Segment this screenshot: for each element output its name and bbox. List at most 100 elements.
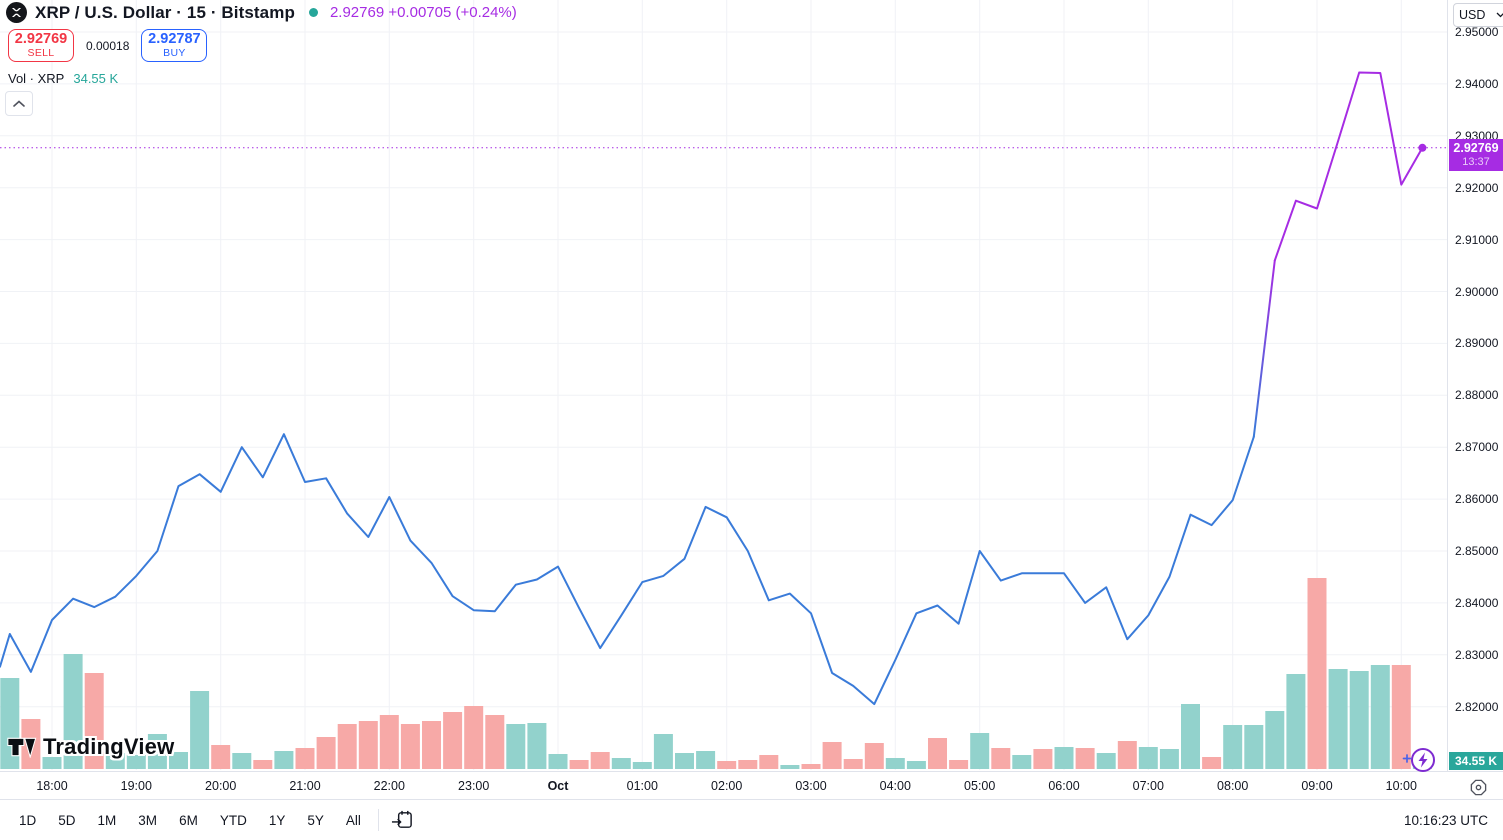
volume-indicator-value: 34.55 K xyxy=(73,71,119,86)
time-axis-label: 19:00 xyxy=(120,779,152,793)
volume-bar xyxy=(970,733,990,769)
volume-bar xyxy=(506,724,526,769)
gear-octagon-icon xyxy=(1470,779,1486,795)
range-button-5d[interactable]: 5D xyxy=(51,809,82,832)
volume-bar xyxy=(991,748,1011,769)
volume-bar xyxy=(464,706,484,769)
volume-bar xyxy=(253,760,273,769)
session-clock[interactable]: 10:16:23 UTC xyxy=(1403,812,1488,828)
volume-bar xyxy=(801,764,821,769)
currency-dropdown[interactable]: USD xyxy=(1453,3,1503,27)
range-button-all[interactable]: All xyxy=(339,809,368,832)
volume-bar xyxy=(738,760,758,769)
volume-bar xyxy=(1181,704,1200,769)
time-axis-label: 06:00 xyxy=(1048,779,1080,793)
range-button-1y[interactable]: 1Y xyxy=(262,809,293,832)
volume-indicator-label: Vol · XRP xyxy=(8,71,65,86)
volume-indicator-row[interactable]: Vol · XRP 34.55 K xyxy=(8,71,118,86)
sell-button[interactable]: 2.92769 SELL xyxy=(8,29,74,62)
volume-bar xyxy=(443,712,463,769)
time-axis-label: Oct xyxy=(547,779,569,793)
volume-bar xyxy=(169,752,188,769)
date-range-switcher: 1D 5D 1M 3M 6M YTD 1Y 5Y All xyxy=(12,809,368,832)
boost-button[interactable] xyxy=(1402,745,1438,782)
volume-bar xyxy=(632,762,652,769)
collapse-panel-button[interactable] xyxy=(5,91,33,116)
volume-bar xyxy=(400,724,420,769)
sell-price: 2.92769 xyxy=(14,31,68,48)
volume-bar xyxy=(232,753,252,769)
volume-bar xyxy=(190,691,210,769)
price-chart[interactable] xyxy=(0,0,1447,771)
time-axis-label: 05:00 xyxy=(964,779,996,793)
volume-bar xyxy=(696,751,716,769)
buy-button[interactable]: 2.92787 BUY xyxy=(141,29,208,62)
currency-label: USD xyxy=(1459,8,1486,22)
time-axis-label: 20:00 xyxy=(205,779,237,793)
volume-bar xyxy=(1244,725,1264,769)
volume-bar xyxy=(1033,749,1053,769)
volume-bar xyxy=(1075,748,1095,769)
time-axis-label: 08:00 xyxy=(1217,779,1249,793)
volume-bar xyxy=(295,748,315,769)
volume-bar xyxy=(485,715,505,769)
time-axis-label: 23:00 xyxy=(458,779,490,793)
range-button-6m[interactable]: 6M xyxy=(172,809,205,832)
volume-bar xyxy=(42,757,62,769)
price-change-text: 2.92769 +0.00705 (+0.24%) xyxy=(329,4,517,21)
sell-label: SELL xyxy=(27,46,55,59)
bottom-toolbar: 1D 5D 1M 3M 6M YTD 1Y 5Y All 10:16:23 UTC xyxy=(0,799,1503,840)
symbol-header: XRP / U.S. Dollar · 15 · Bitstamp 2.9276… xyxy=(6,2,517,23)
time-axis-label: 21:00 xyxy=(289,779,321,793)
watermark-text: TradingView xyxy=(43,734,175,759)
volume-bar xyxy=(906,761,926,769)
axis-settings-button[interactable] xyxy=(1467,776,1489,798)
last-price-dot xyxy=(1418,143,1427,152)
volume-bar xyxy=(548,754,568,769)
tradingview-watermark: TradingView xyxy=(7,734,174,760)
price-axis-label: 2.82000 xyxy=(1455,699,1499,714)
time-axis-label: 18:00 xyxy=(36,779,68,793)
volume-badge: 34.55 K xyxy=(1449,752,1503,770)
volume-bar xyxy=(358,721,378,769)
volume-bar xyxy=(759,755,779,769)
go-to-date-button[interactable] xyxy=(389,807,416,834)
time-axis-label: 03:00 xyxy=(795,779,827,793)
volume-bar xyxy=(1117,741,1137,769)
chevron-down-icon xyxy=(1496,12,1503,18)
time-axis-label: 09:00 xyxy=(1301,779,1333,793)
volume-bar xyxy=(885,758,905,769)
range-button-5y[interactable]: 5Y xyxy=(300,809,331,832)
volume-bar xyxy=(527,723,547,769)
trade-panel: 2.92769 SELL 0.00018 2.92787 BUY xyxy=(8,29,208,62)
time-axis-label: 02:00 xyxy=(711,779,743,793)
time-axis-label: 22:00 xyxy=(373,779,405,793)
volume-bar xyxy=(147,734,167,769)
symbol-title[interactable]: XRP / U.S. Dollar · 15 · Bitstamp xyxy=(35,2,295,22)
time-axis-label: 04:00 xyxy=(879,779,911,793)
range-button-3m[interactable]: 3M xyxy=(131,809,164,832)
price-axis-label: 2.90000 xyxy=(1455,284,1499,299)
price-axis-label: 2.83000 xyxy=(1455,647,1499,662)
time-axis[interactable]: 18:00 19:00 20:00 21:00 22:00 23:00 Oct 01:00 02… xyxy=(0,771,1503,800)
price-axis-label: 2.95000 xyxy=(1455,25,1499,39)
last-price-badge: 2.92769 13:37 xyxy=(1449,138,1503,171)
volume-bar xyxy=(211,745,231,769)
volume-bar xyxy=(864,743,884,769)
range-button-ytd[interactable]: YTD xyxy=(213,809,254,832)
volume-bar xyxy=(611,758,631,769)
buy-label: BUY xyxy=(163,46,186,59)
volume-bar xyxy=(822,742,842,769)
volume-bar xyxy=(675,753,694,769)
xrp-logo-icon[interactable] xyxy=(6,2,27,23)
volume-bar xyxy=(1012,755,1032,769)
time-axis-label: 07:00 xyxy=(1132,779,1164,793)
volume-bar xyxy=(653,734,673,769)
price-axis[interactable]: USD 2.95000 2.94000 2.93000 2.92000 2.91000 2… xyxy=(1447,0,1503,771)
volume-bar xyxy=(1265,711,1285,769)
volume-bar xyxy=(1223,725,1243,769)
range-button-1m[interactable]: 1M xyxy=(91,809,124,832)
range-button-1d[interactable]: 1D xyxy=(12,809,43,832)
volume-bar xyxy=(126,755,146,769)
